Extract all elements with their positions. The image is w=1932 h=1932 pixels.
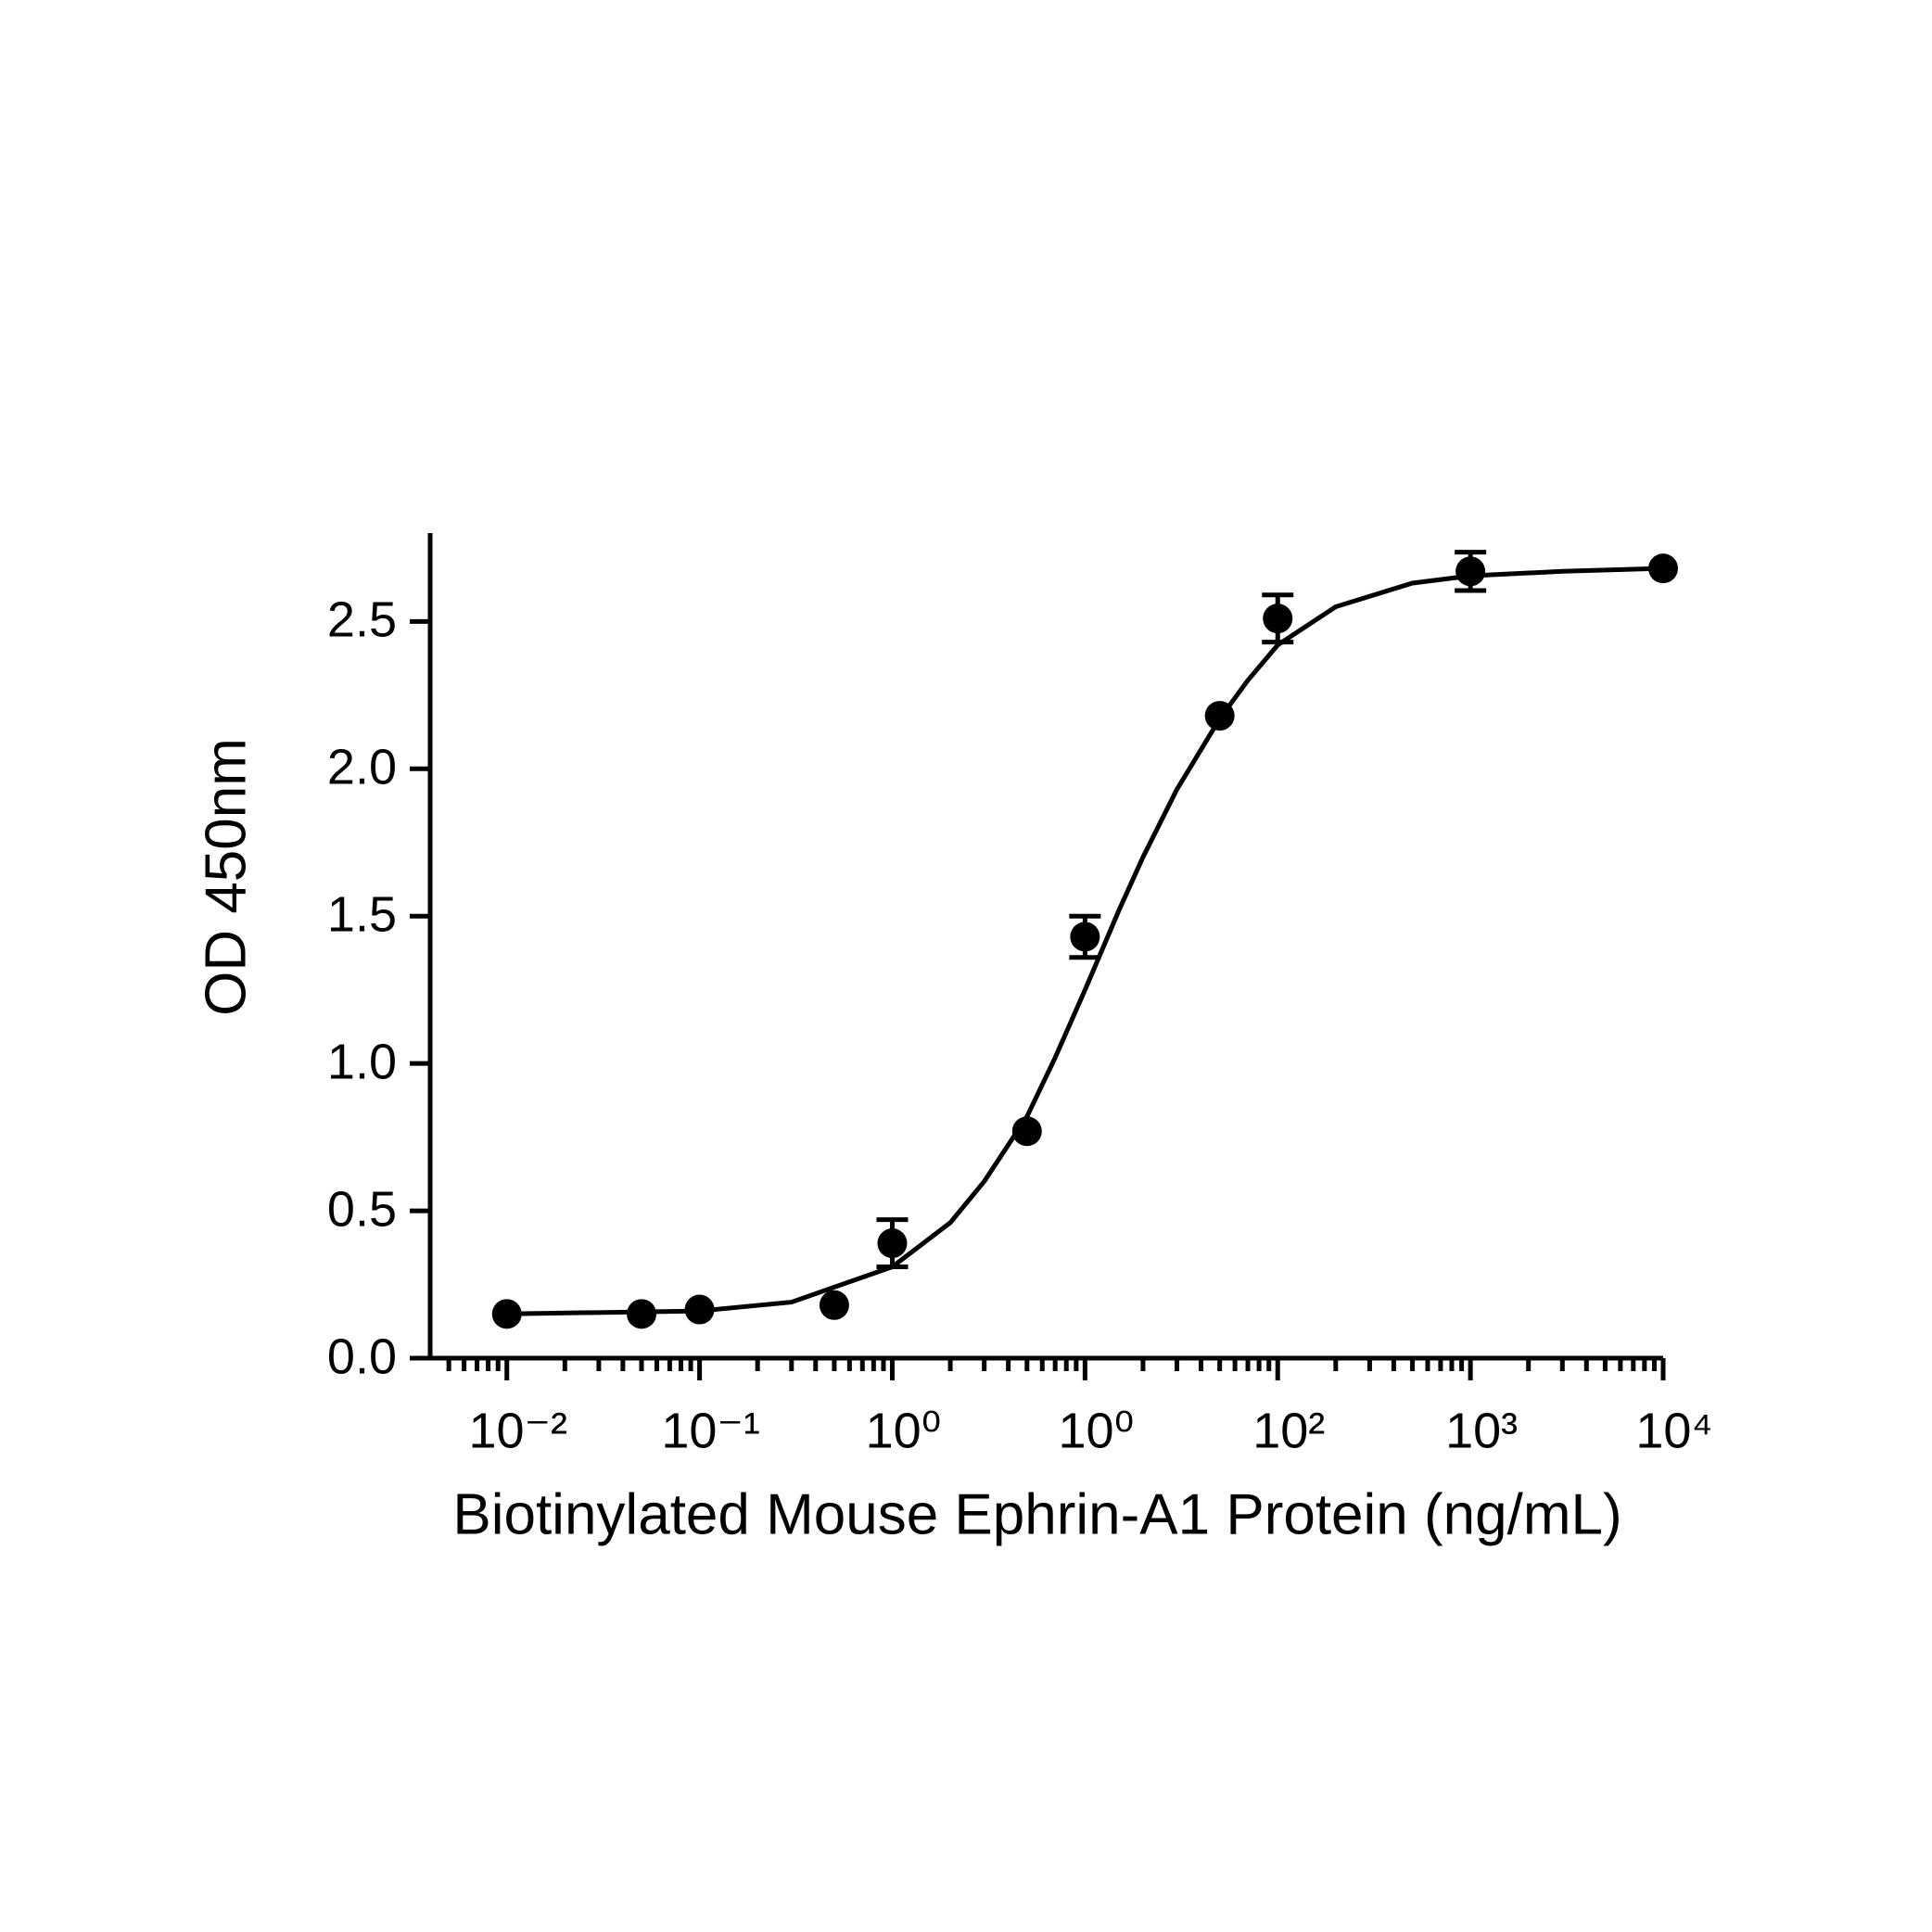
y-axis-label: OD 450nm <box>194 738 258 1016</box>
y-tick-label: 1.0 <box>327 1034 397 1089</box>
point <box>1455 556 1486 587</box>
x-tick-label: 10⁰ <box>1059 1403 1135 1458</box>
point <box>491 1299 522 1329</box>
y-tick-label: 1.5 <box>327 886 397 942</box>
fit-curve <box>506 566 1664 1316</box>
point <box>819 1290 849 1320</box>
x-axis-label: Biotinylated Mouse Ephrin-A1 Protein (ng… <box>452 1482 1621 1546</box>
x-tick-label: 10⁻¹ <box>661 1403 760 1458</box>
point <box>684 1294 715 1325</box>
x-tick-label: 10⁴ <box>1635 1403 1712 1458</box>
x-tick-label: 10³ <box>1445 1403 1518 1458</box>
x-tick-label: 10⁻² <box>468 1403 567 1458</box>
x-tick-label: 10² <box>1252 1403 1325 1458</box>
y-tick-label: 2.5 <box>327 592 397 648</box>
point <box>1204 701 1235 731</box>
point <box>1648 553 1678 584</box>
x-tick-label: 10⁰ <box>866 1403 942 1458</box>
point <box>1011 1116 1042 1147</box>
point <box>1070 922 1100 952</box>
point <box>627 1299 657 1329</box>
y-tick-label: 0.5 <box>327 1181 397 1237</box>
y-tick-label: 0.0 <box>327 1328 397 1384</box>
y-tick-label: 2.0 <box>327 740 397 795</box>
point <box>1263 604 1293 634</box>
point <box>877 1228 908 1259</box>
